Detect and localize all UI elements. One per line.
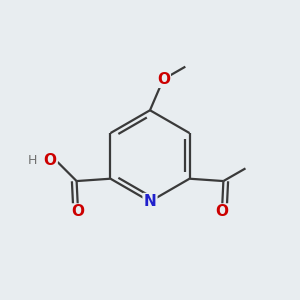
Text: O: O (44, 153, 57, 168)
Text: O: O (72, 205, 85, 220)
Text: O: O (157, 72, 170, 87)
Text: N: N (144, 194, 156, 209)
Text: O: O (215, 205, 228, 220)
Text: H: H (28, 154, 38, 167)
